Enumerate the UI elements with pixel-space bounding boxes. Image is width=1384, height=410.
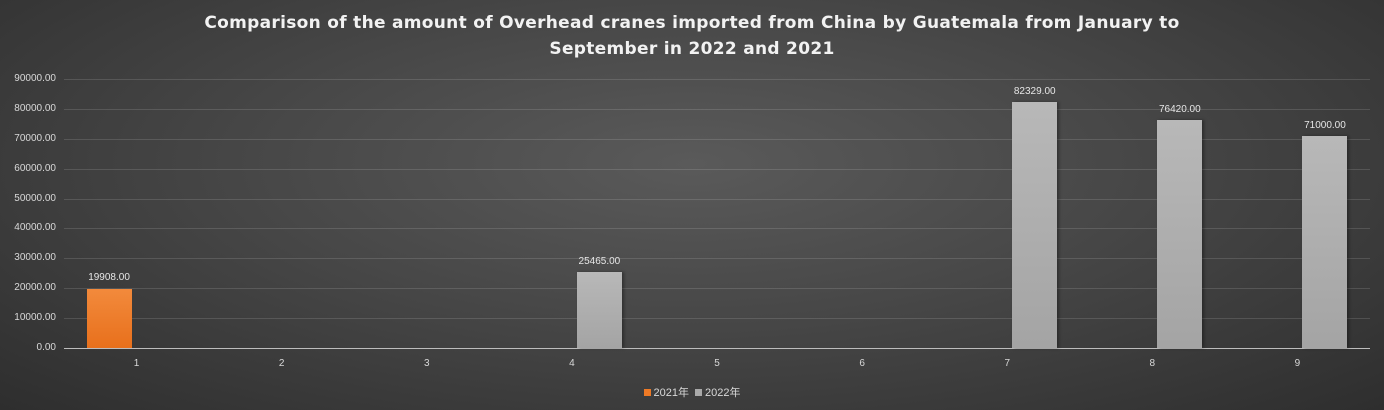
legend-item-2022[interactable]: 2022年 [695, 384, 740, 400]
data-label: 82329.00 [1013, 85, 1056, 97]
y-tick-label: 40000.00 [14, 222, 56, 234]
y-tick-label: 50000.00 [14, 192, 56, 204]
legend-swatch-2021-icon [643, 388, 651, 396]
data-label: 71000.00 [1304, 119, 1346, 131]
y-tick-label: 90000.00 [14, 73, 56, 84]
gridline [64, 228, 1370, 230]
x-tick-label: 3 [423, 358, 430, 369]
gridline [64, 318, 1370, 320]
gridline [64, 138, 1370, 140]
bar-2022-7[interactable] [1012, 101, 1058, 348]
x-tick-label: 2 [278, 358, 285, 369]
gridline [64, 258, 1370, 260]
chart-title: Comparison of the amount of Overhead cra… [0, 10, 1384, 62]
gridline [64, 288, 1370, 290]
bar-2021-1[interactable] [86, 288, 132, 348]
legend-label-2022: 2022年 [705, 387, 741, 399]
data-label: 19908.00 [88, 272, 130, 284]
x-tick-label: 1 [133, 358, 140, 369]
x-tick-label: 5 [714, 358, 720, 369]
gridline [64, 79, 1370, 80]
x-tick-label: 8 [1149, 358, 1156, 369]
data-label: 76420.00 [1158, 103, 1201, 115]
gridline [64, 108, 1370, 110]
plot-area: 19908.00 25465.00 82329.00 76420.00 71000.00 [64, 79, 1370, 349]
y-tick-label: 70000.00 [14, 132, 56, 144]
y-tick-label: 30000.00 [14, 252, 56, 264]
x-axis-line [64, 348, 1370, 349]
y-tick-label: 80000.00 [14, 102, 56, 114]
legend-item-2021[interactable]: 2021年 [643, 384, 689, 400]
x-tick-label: 4 [569, 358, 575, 369]
chart-title-line-1: Comparison of the amount of Overhead cra… [204, 13, 1180, 33]
y-tick-label: 60000.00 [14, 162, 56, 174]
gridline [64, 198, 1370, 200]
y-tick-label: 10000.00 [14, 312, 56, 324]
legend-swatch-2022-icon [695, 388, 702, 396]
legend-label-2021: 2021年 [653, 387, 689, 399]
y-tick-label: 0.00 [36, 342, 56, 353]
y-tick-label: 20000.00 [14, 282, 56, 294]
bar-2022-9[interactable] [1302, 135, 1348, 348]
bar-2022-8[interactable] [1157, 119, 1203, 348]
gridline [64, 168, 1370, 170]
legend: 2021年 2022年 [0, 384, 1384, 400]
x-tick-label: 7 [1004, 358, 1010, 369]
chart-title-line-2: September in 2022 and 2021 [549, 39, 835, 59]
x-tick-label: 6 [859, 358, 865, 369]
x-tick-label: 9 [1294, 358, 1301, 369]
bar-2022-4[interactable] [576, 271, 622, 348]
data-label: 25465.00 [578, 255, 621, 267]
